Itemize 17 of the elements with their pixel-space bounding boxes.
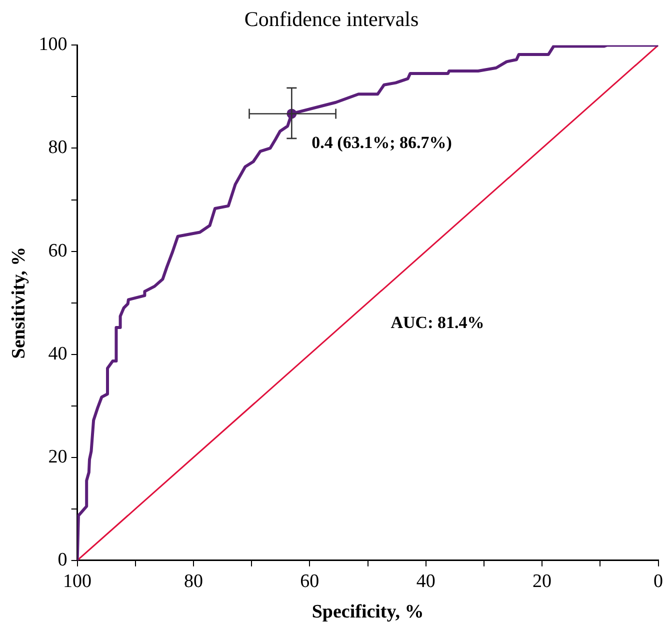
x-tick-label: 80 (184, 570, 203, 592)
y-tick-label: 0 (58, 549, 68, 570)
y-tick-label: 80 (48, 137, 68, 158)
x-tick-label: 0 (654, 570, 663, 592)
x-axis-title: Specificity, % (312, 602, 424, 623)
x-tick-label: 60 (300, 570, 320, 592)
annotation: AUC: 81.4% (390, 312, 484, 332)
y-tick-label: 60 (48, 240, 68, 262)
y-tick-label: 40 (48, 343, 68, 364)
x-tick-label: 20 (532, 570, 552, 592)
x-tick-label: 40 (416, 570, 436, 592)
annotation: 0.4 (63.1%; 86.7%) (312, 133, 452, 152)
y-tick-label: 100 (38, 34, 68, 56)
y-axis-title: Sensitivity, % (8, 246, 30, 359)
x-tick-label: 100 (63, 570, 92, 592)
y-tick-label: 20 (48, 446, 68, 468)
chart-title: Confidence intervals (244, 7, 419, 32)
